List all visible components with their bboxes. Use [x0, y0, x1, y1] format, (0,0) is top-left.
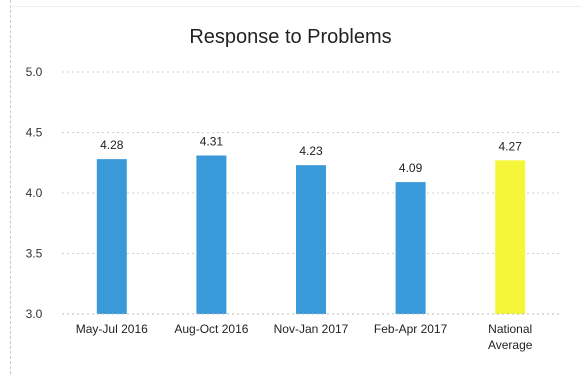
y-tick-label: 5.0	[26, 65, 43, 79]
x-tick-label: Average	[488, 338, 533, 352]
bar	[296, 165, 326, 314]
frame-left-border	[10, 0, 11, 374]
bar	[196, 155, 227, 314]
x-tick-label: Aug-Oct 2016	[174, 322, 248, 336]
bar	[395, 182, 426, 314]
y-tick-label: 4.5	[26, 126, 43, 140]
data-label: 4.31	[200, 134, 224, 148]
y-tick-label: 3.0	[26, 307, 43, 321]
data-label: 4.09	[399, 161, 423, 175]
x-tick-label: Nov-Jan 2017	[274, 322, 349, 336]
x-tick-label: Feb-Apr 2017	[374, 322, 448, 336]
bar	[495, 160, 526, 314]
bar	[96, 159, 127, 314]
x-tick-label: May-Jul 2016	[76, 322, 148, 336]
data-label: 4.27	[499, 139, 523, 153]
x-tick-label: National	[488, 322, 532, 336]
frame-top-border	[10, 6, 581, 7]
y-tick-label: 4.0	[26, 186, 43, 200]
data-label: 4.23	[299, 144, 323, 158]
chart-title: Response to Problems	[189, 26, 392, 48]
data-label: 4.28	[100, 138, 124, 152]
y-tick-label: 3.5	[26, 247, 43, 261]
